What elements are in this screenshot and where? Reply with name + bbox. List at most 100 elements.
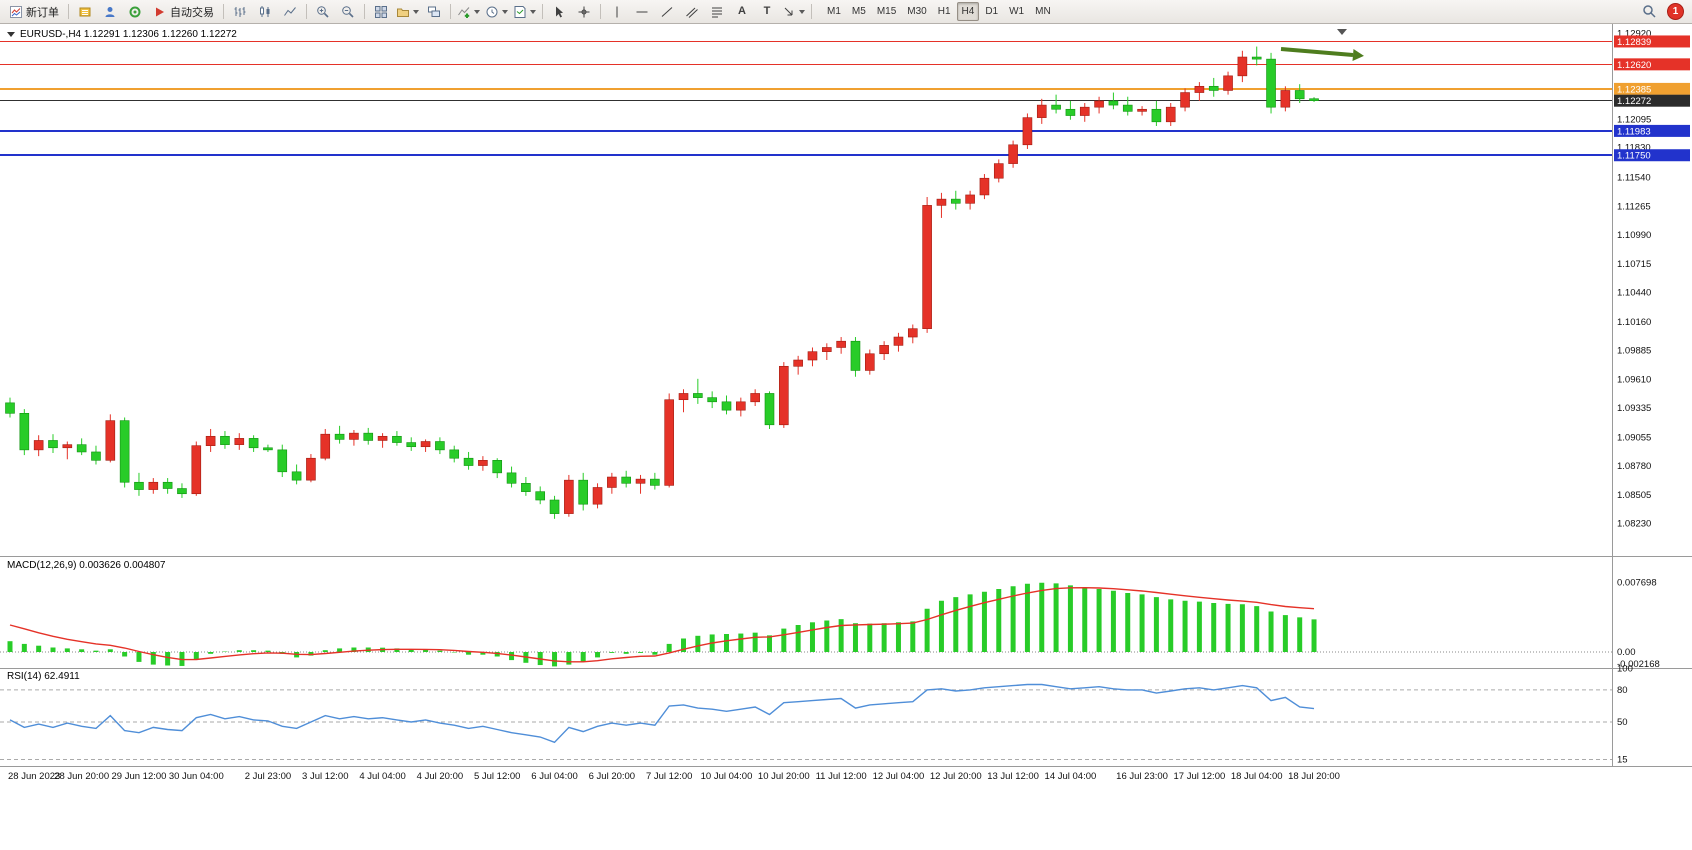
candle-body bbox=[234, 438, 245, 445]
candlestick-mode-button[interactable] bbox=[253, 2, 277, 22]
candle-body bbox=[5, 402, 15, 414]
candle-body bbox=[1280, 90, 1291, 108]
candle-body bbox=[1266, 58, 1276, 108]
search-button[interactable] bbox=[1637, 2, 1661, 22]
rsi-line bbox=[9, 683, 1315, 744]
candle-body bbox=[1194, 85, 1205, 93]
vertical-line-tool-button[interactable] bbox=[605, 2, 629, 22]
trend-arrow-head[interactable] bbox=[1352, 49, 1364, 61]
time-axis-label: 10 Jul 04:00 bbox=[701, 771, 753, 782]
candle-body bbox=[621, 476, 631, 484]
tile-windows-button[interactable] bbox=[369, 2, 393, 22]
line-chart-mode-button[interactable] bbox=[278, 2, 302, 22]
profiles-dropdown-caret[interactable] bbox=[413, 9, 419, 14]
price-badge-label: 1.12272 bbox=[1617, 96, 1651, 107]
candle-body bbox=[1065, 108, 1076, 116]
new-order-button[interactable]: 新订单 bbox=[4, 2, 64, 22]
bar-chart-mode-button[interactable] bbox=[228, 2, 252, 22]
candle-body bbox=[205, 435, 216, 446]
candle-body bbox=[320, 433, 331, 459]
candle-body bbox=[707, 397, 717, 403]
macd-indicator-label: MACD(12,26,9) 0.003626 0.004807 bbox=[7, 560, 166, 571]
indicators-dropdown-caret[interactable] bbox=[474, 9, 480, 14]
timeframe-m1-button[interactable]: M1 bbox=[827, 6, 841, 17]
profiles-folder-icon bbox=[397, 8, 409, 17]
zoom-in-button[interactable] bbox=[311, 2, 335, 22]
line-chart-icon bbox=[284, 6, 296, 16]
templates-button[interactable] bbox=[511, 2, 538, 22]
timeframe-m30-button[interactable]: M30 bbox=[907, 6, 927, 17]
chart-shift-marker-icon[interactable] bbox=[1337, 29, 1347, 35]
candle-body bbox=[33, 440, 44, 451]
trendline-icon bbox=[661, 6, 673, 17]
price-badge bbox=[1614, 149, 1690, 162]
periods-dropdown-caret[interactable] bbox=[502, 9, 508, 14]
candle-body bbox=[993, 163, 1004, 179]
candle-body bbox=[592, 487, 603, 505]
timeframe-h1-button[interactable]: H1 bbox=[937, 6, 951, 17]
price-tick-label: 1.11830 bbox=[1617, 142, 1651, 153]
timeframe-m15-button[interactable]: M15 bbox=[876, 6, 897, 17]
timeframe-w1-button[interactable]: W1 bbox=[1009, 6, 1025, 17]
candle-body bbox=[1208, 85, 1219, 91]
timeframe-h4-button[interactable]: H4 bbox=[956, 2, 980, 21]
candle-body bbox=[76, 444, 87, 453]
symbol-collapse-icon[interactable] bbox=[7, 32, 15, 37]
price-badge bbox=[1614, 58, 1690, 71]
market-watch-button[interactable] bbox=[73, 2, 97, 22]
periods-button[interactable] bbox=[483, 2, 510, 22]
terminal-button[interactable] bbox=[123, 2, 147, 22]
auto-arrange-button[interactable] bbox=[422, 2, 446, 22]
cursor-button[interactable] bbox=[547, 2, 571, 22]
candle-body bbox=[893, 336, 904, 346]
candle-body bbox=[521, 482, 531, 492]
trendline-tool-button[interactable] bbox=[655, 2, 679, 22]
text-tool-button[interactable]: A bbox=[730, 2, 754, 22]
time-axis-label: 14 Jul 04:00 bbox=[1045, 771, 1097, 782]
candle-body bbox=[377, 435, 388, 441]
notification-badge[interactable]: 1 bbox=[1667, 3, 1684, 20]
auto-arrange-icon bbox=[428, 6, 440, 17]
symbol-ohlc-readout: EURUSD-,H4 1.12291 1.12306 1.12260 1.122… bbox=[7, 29, 237, 40]
price-badge bbox=[1614, 124, 1690, 137]
price-tick-label: 1.08505 bbox=[1617, 490, 1651, 501]
trend-arrow-annotation[interactable] bbox=[1280, 47, 1354, 57]
label-tool-button[interactable]: T bbox=[755, 2, 779, 22]
zoom-out-icon bbox=[342, 5, 354, 18]
candle-body bbox=[1309, 98, 1319, 102]
time-axis-label: 30 Jun 04:00 bbox=[169, 771, 224, 782]
candle-body bbox=[1051, 104, 1061, 110]
timeframe-mn-button[interactable]: MN bbox=[1035, 6, 1051, 17]
horizontal-line-tool-button[interactable] bbox=[630, 2, 654, 22]
candle-body bbox=[191, 445, 202, 495]
candle-body bbox=[1036, 104, 1047, 118]
time-axis-label: 10 Jul 20:00 bbox=[758, 771, 810, 782]
zoom-out-button[interactable] bbox=[336, 2, 360, 22]
crosshair-button[interactable] bbox=[572, 2, 596, 22]
candle-body bbox=[134, 481, 144, 490]
candle-body bbox=[807, 351, 818, 361]
time-axis-label: 18 Jul 04:00 bbox=[1231, 771, 1283, 782]
arrows-dropdown-caret[interactable] bbox=[799, 9, 805, 14]
price-tick-label: 1.11265 bbox=[1617, 201, 1651, 212]
bar-chart-icon bbox=[234, 6, 246, 17]
arrows-tool-button[interactable] bbox=[780, 2, 807, 22]
indicators-button[interactable] bbox=[455, 2, 482, 22]
toolbar-separator bbox=[364, 4, 365, 19]
profiles-button[interactable] bbox=[394, 2, 421, 22]
crosshair-icon bbox=[578, 6, 590, 17]
candle-body bbox=[306, 457, 316, 481]
navigator-button[interactable] bbox=[98, 2, 122, 22]
templates-dropdown-caret[interactable] bbox=[530, 9, 536, 14]
fibonacci-tool-button[interactable] bbox=[705, 2, 729, 22]
auto-trading-button[interactable]: 自动交易 bbox=[148, 2, 219, 22]
navigator-person-icon bbox=[105, 6, 115, 17]
timeframe-d1-button[interactable]: D1 bbox=[985, 6, 999, 17]
channel-tool-button[interactable] bbox=[680, 2, 704, 22]
toolbar-separator bbox=[306, 4, 307, 19]
candle-body bbox=[564, 479, 574, 514]
candle-body bbox=[1237, 56, 1248, 77]
timeframe-m5-button[interactable]: M5 bbox=[851, 6, 866, 17]
